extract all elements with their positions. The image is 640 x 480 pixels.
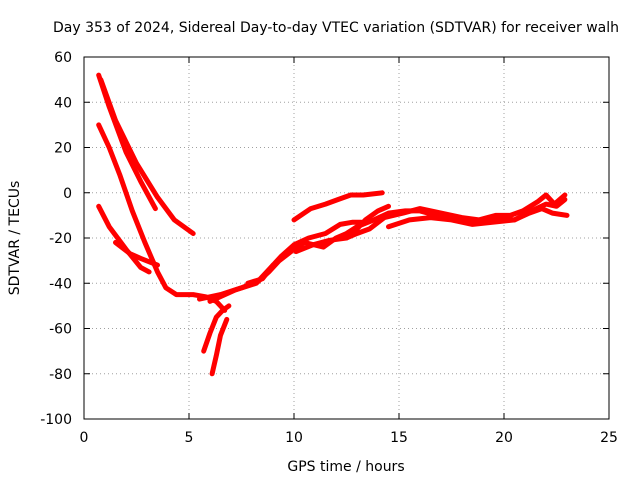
- y-tick-label: 0: [63, 186, 72, 202]
- chart-title: Day 353 of 2024, Sidereal Day-to-day VTE…: [53, 20, 619, 36]
- y-tick-label: -40: [49, 276, 72, 292]
- series-line-track-14: [386, 206, 570, 230]
- series-line-track-13: [344, 203, 391, 241]
- series-line-track-2: [98, 77, 196, 236]
- y-tick-label: -20: [49, 231, 72, 247]
- y-tick-label: -60: [49, 322, 72, 338]
- y-tick-label: 20: [54, 141, 72, 157]
- series-line-track-7: [209, 316, 230, 377]
- y-tick-label: 60: [54, 50, 72, 66]
- y-tick-label: 40: [54, 95, 72, 111]
- y-tick-label: -80: [49, 367, 72, 383]
- y-tick-label: -100: [40, 412, 72, 428]
- x-tick-label: 0: [80, 430, 89, 446]
- series-line-track-10: [245, 262, 276, 286]
- series-line-track-11: [291, 190, 385, 223]
- series-group: [96, 72, 570, 377]
- y-axis-title: SDTVAR / TECUs: [7, 181, 23, 296]
- grid: [84, 57, 609, 419]
- x-axis-title: GPS time / hours: [287, 459, 404, 475]
- x-tick-label: 25: [600, 430, 618, 446]
- x-tick-label: 5: [185, 430, 194, 446]
- series-line-track-5: [113, 240, 160, 268]
- x-tick-label: 15: [390, 430, 408, 446]
- x-tick-label: 20: [495, 430, 513, 446]
- series-line-track-6: [201, 303, 232, 354]
- axis-ticks: 0 5 10 15 20 25 -100 -80 -60 -40 -20 0 20 40 60: [40, 50, 618, 446]
- x-tick-label: 10: [285, 430, 303, 446]
